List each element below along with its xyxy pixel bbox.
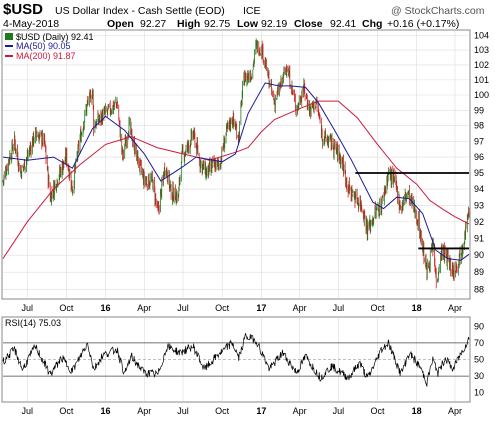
chart-header: $USD US Dollar Index - Cash Settle (EOD)… (3, 1, 485, 30)
price-y-tick-label: 97 (474, 136, 484, 146)
rsi-x-tick-label: Oct (370, 406, 385, 416)
ma50-legend-label: MA(50) 90.05 (16, 41, 71, 51)
rsi-path (2, 332, 470, 388)
rsi-x-tick-label: Jul (177, 406, 189, 416)
price-panel: 888990919293949596979899100101102103104 … (1, 29, 489, 300)
quote-high-label: High (177, 18, 200, 30)
price-x-tick-label: Jul (177, 303, 189, 313)
price-legend-label: $USD (Daily) 92.41 (16, 32, 94, 42)
price-candles (2, 38, 470, 289)
rsi-y-tick-label: 70 (474, 338, 484, 348)
quote-date: 4-May-2018 (3, 18, 59, 30)
price-x-tick-label: Apr (293, 303, 307, 313)
price-x-tick-label: 16 (101, 303, 111, 313)
ma200-legend-label: MA(200) 91.87 (16, 51, 76, 61)
rsi-x-tick-label: Oct (59, 406, 74, 416)
price-x-tick-label: 17 (256, 303, 266, 313)
instrument-name: US Dollar Index - Cash Settle (EOD) (55, 5, 225, 17)
ma50-line (2, 82, 470, 261)
ma200-path (2, 100, 470, 259)
quote-close: 92.41 (330, 18, 356, 30)
rsi-panel: 10 30 50 70 90 RSI(14) 75.03 (1, 316, 484, 403)
ma50-path (2, 82, 470, 261)
rsi-y-tick-label: 30 (474, 371, 484, 381)
rsi-line (2, 332, 470, 388)
ma200-line (2, 100, 470, 259)
price-y-tick-label: 101 (474, 75, 489, 85)
price-x-tick-label: Oct (59, 303, 74, 313)
price-x-tick-label: Apr (448, 303, 462, 313)
rsi-x-tick-label: Jul (333, 406, 345, 416)
price-y-tick-label: 92 (474, 217, 484, 227)
price-y-tick-label: 100 (474, 90, 489, 100)
rsi-x-tick-label: 18 (412, 406, 422, 416)
rsi-x-tick-label: Apr (293, 406, 307, 416)
price-y-tick-label: 99 (474, 105, 484, 115)
price-y-tick-label: 98 (474, 121, 484, 131)
price-y-tick-label: 94 (474, 184, 484, 194)
rsi-x-axis: Jul Oct 16 Apr Jul Oct 17 Apr Jul Oct 18 Apr (21, 406, 461, 416)
rsi-legend-label: RSI(14) 75.03 (5, 318, 61, 328)
price-x-tick-label: Oct (370, 303, 385, 313)
rsi-x-tick-label: 17 (256, 406, 266, 416)
quote-chg: +0.16 (+0.17%) (387, 18, 459, 30)
price-y-tick-label: 102 (474, 60, 489, 70)
price-y-tick-label: 103 (474, 45, 489, 55)
rsi-y-axis: 10 30 50 70 90 (474, 321, 484, 397)
rsi-y-tick-label: 50 (474, 355, 484, 365)
price-frame (1, 29, 471, 300)
rsi-x-tick-label: Apr (448, 406, 462, 416)
quote-low: 92.19 (261, 18, 287, 30)
rsi-x-tick-label: Oct (215, 406, 230, 416)
quote-low-label: Low (237, 18, 259, 30)
exchange-label: ICE (243, 5, 261, 17)
price-x-tick-label: Jul (21, 303, 33, 313)
quote-chg-label: Chg (362, 18, 382, 30)
price-x-tick-label: Jul (333, 303, 345, 313)
price-y-tick-label: 104 (474, 30, 489, 40)
quote-open: 92.27 (140, 18, 166, 30)
symbol-title: $USD (3, 1, 43, 18)
price-gridlines (3, 35, 469, 290)
rsi-x-tick-label: 16 (101, 406, 111, 416)
price-legend: $USD (Daily) 92.41 MA(50) 90.05 MA(200) … (5, 32, 94, 61)
price-y-tick-label: 88 (474, 284, 484, 294)
price-x-tick-label: Apr (137, 303, 151, 313)
price-y-tick-label: 93 (474, 200, 484, 210)
price-y-tick-label: 96 (474, 152, 484, 162)
price-vertical-gridlines (26, 31, 456, 298)
rsi-x-tick-label: Apr (137, 406, 151, 416)
price-y-tick-label: 89 (474, 267, 484, 277)
rsi-x-tick-label: Jul (21, 406, 33, 416)
price-y-tick-label: 95 (474, 168, 484, 178)
price-x-axis: Jul Oct 16 Apr Jul Oct 17 Apr Jul Oct 18 Apr (21, 303, 461, 313)
quote-open-label: Open (107, 18, 134, 30)
price-legend-swatch (5, 33, 13, 40)
rsi-reference-lines (3, 342, 469, 377)
quote-close-label: Close (294, 18, 323, 30)
price-y-tick-label: 91 (474, 233, 484, 243)
price-x-tick-label: 18 (412, 303, 422, 313)
watermark: @ StockCharts.com (391, 5, 485, 17)
resistance-lines (355, 172, 469, 250)
rsi-y-tick-label: 10 (474, 388, 484, 398)
price-y-tick-label: 90 (474, 250, 484, 260)
price-x-tick-label: Oct (215, 303, 230, 313)
price-y-axis: 88 89 90 91 92 93 94 95 96 97 98 99 100 101 102 103 104 (474, 30, 489, 294)
quote-high: 92.75 (204, 18, 230, 30)
rsi-y-tick-label: 90 (474, 321, 484, 331)
